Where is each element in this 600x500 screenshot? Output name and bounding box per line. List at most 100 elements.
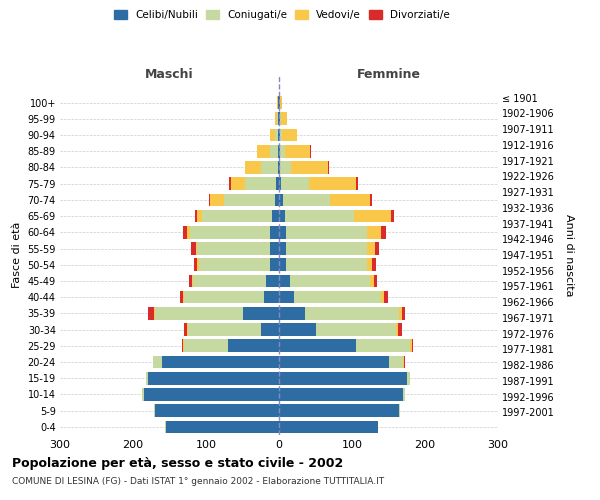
Bar <box>279 161 280 174</box>
Bar <box>197 258 199 271</box>
Bar <box>370 194 372 206</box>
Bar <box>190 226 270 238</box>
Bar <box>285 145 310 158</box>
Bar <box>272 210 279 222</box>
Bar <box>279 404 400 417</box>
Bar <box>279 145 280 158</box>
Bar <box>328 161 329 174</box>
Bar <box>148 372 279 384</box>
Bar <box>370 274 374 287</box>
Bar <box>278 128 279 141</box>
Bar <box>279 372 407 384</box>
Bar <box>290 274 370 287</box>
Bar <box>184 324 187 336</box>
Bar <box>196 242 197 255</box>
Bar <box>396 324 398 336</box>
Bar <box>182 226 187 238</box>
Bar <box>153 356 154 368</box>
Bar <box>182 340 184 352</box>
Bar <box>316 324 396 336</box>
Bar <box>187 226 190 238</box>
Bar <box>403 388 404 401</box>
Bar <box>279 128 280 141</box>
Bar <box>228 340 279 352</box>
Bar <box>381 291 384 304</box>
Bar <box>154 404 155 417</box>
Bar <box>162 356 279 368</box>
Bar <box>154 356 162 368</box>
Bar <box>166 420 279 433</box>
Bar <box>275 128 278 141</box>
Bar <box>389 356 403 368</box>
Bar <box>155 404 279 417</box>
Bar <box>305 307 400 320</box>
Bar <box>279 178 281 190</box>
Bar <box>184 291 265 304</box>
Legend: Celibi/Nubili, Coniugati/e, Vedovi/e, Divorziati/e: Celibi/Nubili, Coniugati/e, Vedovi/e, Di… <box>112 8 452 22</box>
Bar <box>245 178 276 190</box>
Bar <box>270 145 278 158</box>
Bar <box>275 112 277 125</box>
Bar <box>282 128 296 141</box>
Bar <box>266 274 279 287</box>
Bar <box>202 210 272 222</box>
Bar <box>193 274 266 287</box>
Bar <box>278 96 279 109</box>
Bar <box>192 274 193 287</box>
Bar <box>280 161 292 174</box>
Text: Popolazione per età, sesso e stato civile - 2002: Popolazione per età, sesso e stato civil… <box>12 458 343 470</box>
Bar <box>262 161 278 174</box>
Bar <box>280 112 281 125</box>
Bar <box>245 161 262 174</box>
Bar <box>270 258 279 271</box>
Bar <box>279 210 285 222</box>
Bar <box>278 112 279 125</box>
Bar <box>283 194 330 206</box>
Bar <box>293 291 381 304</box>
Bar <box>279 388 403 401</box>
Bar <box>356 340 410 352</box>
Bar <box>279 356 389 368</box>
Bar <box>410 340 412 352</box>
Bar <box>197 242 270 255</box>
Bar <box>373 258 376 271</box>
Bar <box>142 388 144 401</box>
Bar <box>269 128 275 141</box>
Bar <box>279 226 286 238</box>
Bar <box>356 178 358 190</box>
Bar <box>279 258 286 271</box>
Bar <box>257 145 270 158</box>
Bar <box>277 96 278 109</box>
Bar <box>398 324 401 336</box>
Bar <box>292 161 328 174</box>
Bar <box>285 210 354 222</box>
Bar <box>377 420 378 433</box>
Bar <box>286 242 367 255</box>
Bar <box>310 145 311 158</box>
Bar <box>279 340 356 352</box>
Bar <box>279 194 283 206</box>
Bar <box>279 307 305 320</box>
Bar <box>367 242 376 255</box>
Text: Femmine: Femmine <box>356 68 421 82</box>
Bar <box>412 340 413 352</box>
Bar <box>281 112 287 125</box>
Bar <box>155 307 242 320</box>
Bar <box>400 307 401 320</box>
Bar <box>407 372 410 384</box>
Bar <box>187 324 188 336</box>
Bar <box>367 226 381 238</box>
Bar <box>279 420 377 433</box>
Bar <box>309 178 356 190</box>
Bar <box>265 291 279 304</box>
Bar <box>224 194 275 206</box>
Bar <box>189 274 192 287</box>
Bar <box>191 242 196 255</box>
Bar <box>286 258 367 271</box>
Bar <box>391 210 394 222</box>
Bar <box>279 112 280 125</box>
Bar <box>148 307 154 320</box>
Bar <box>188 324 261 336</box>
Bar <box>278 161 279 174</box>
Y-axis label: Anni di nascita: Anni di nascita <box>565 214 574 296</box>
